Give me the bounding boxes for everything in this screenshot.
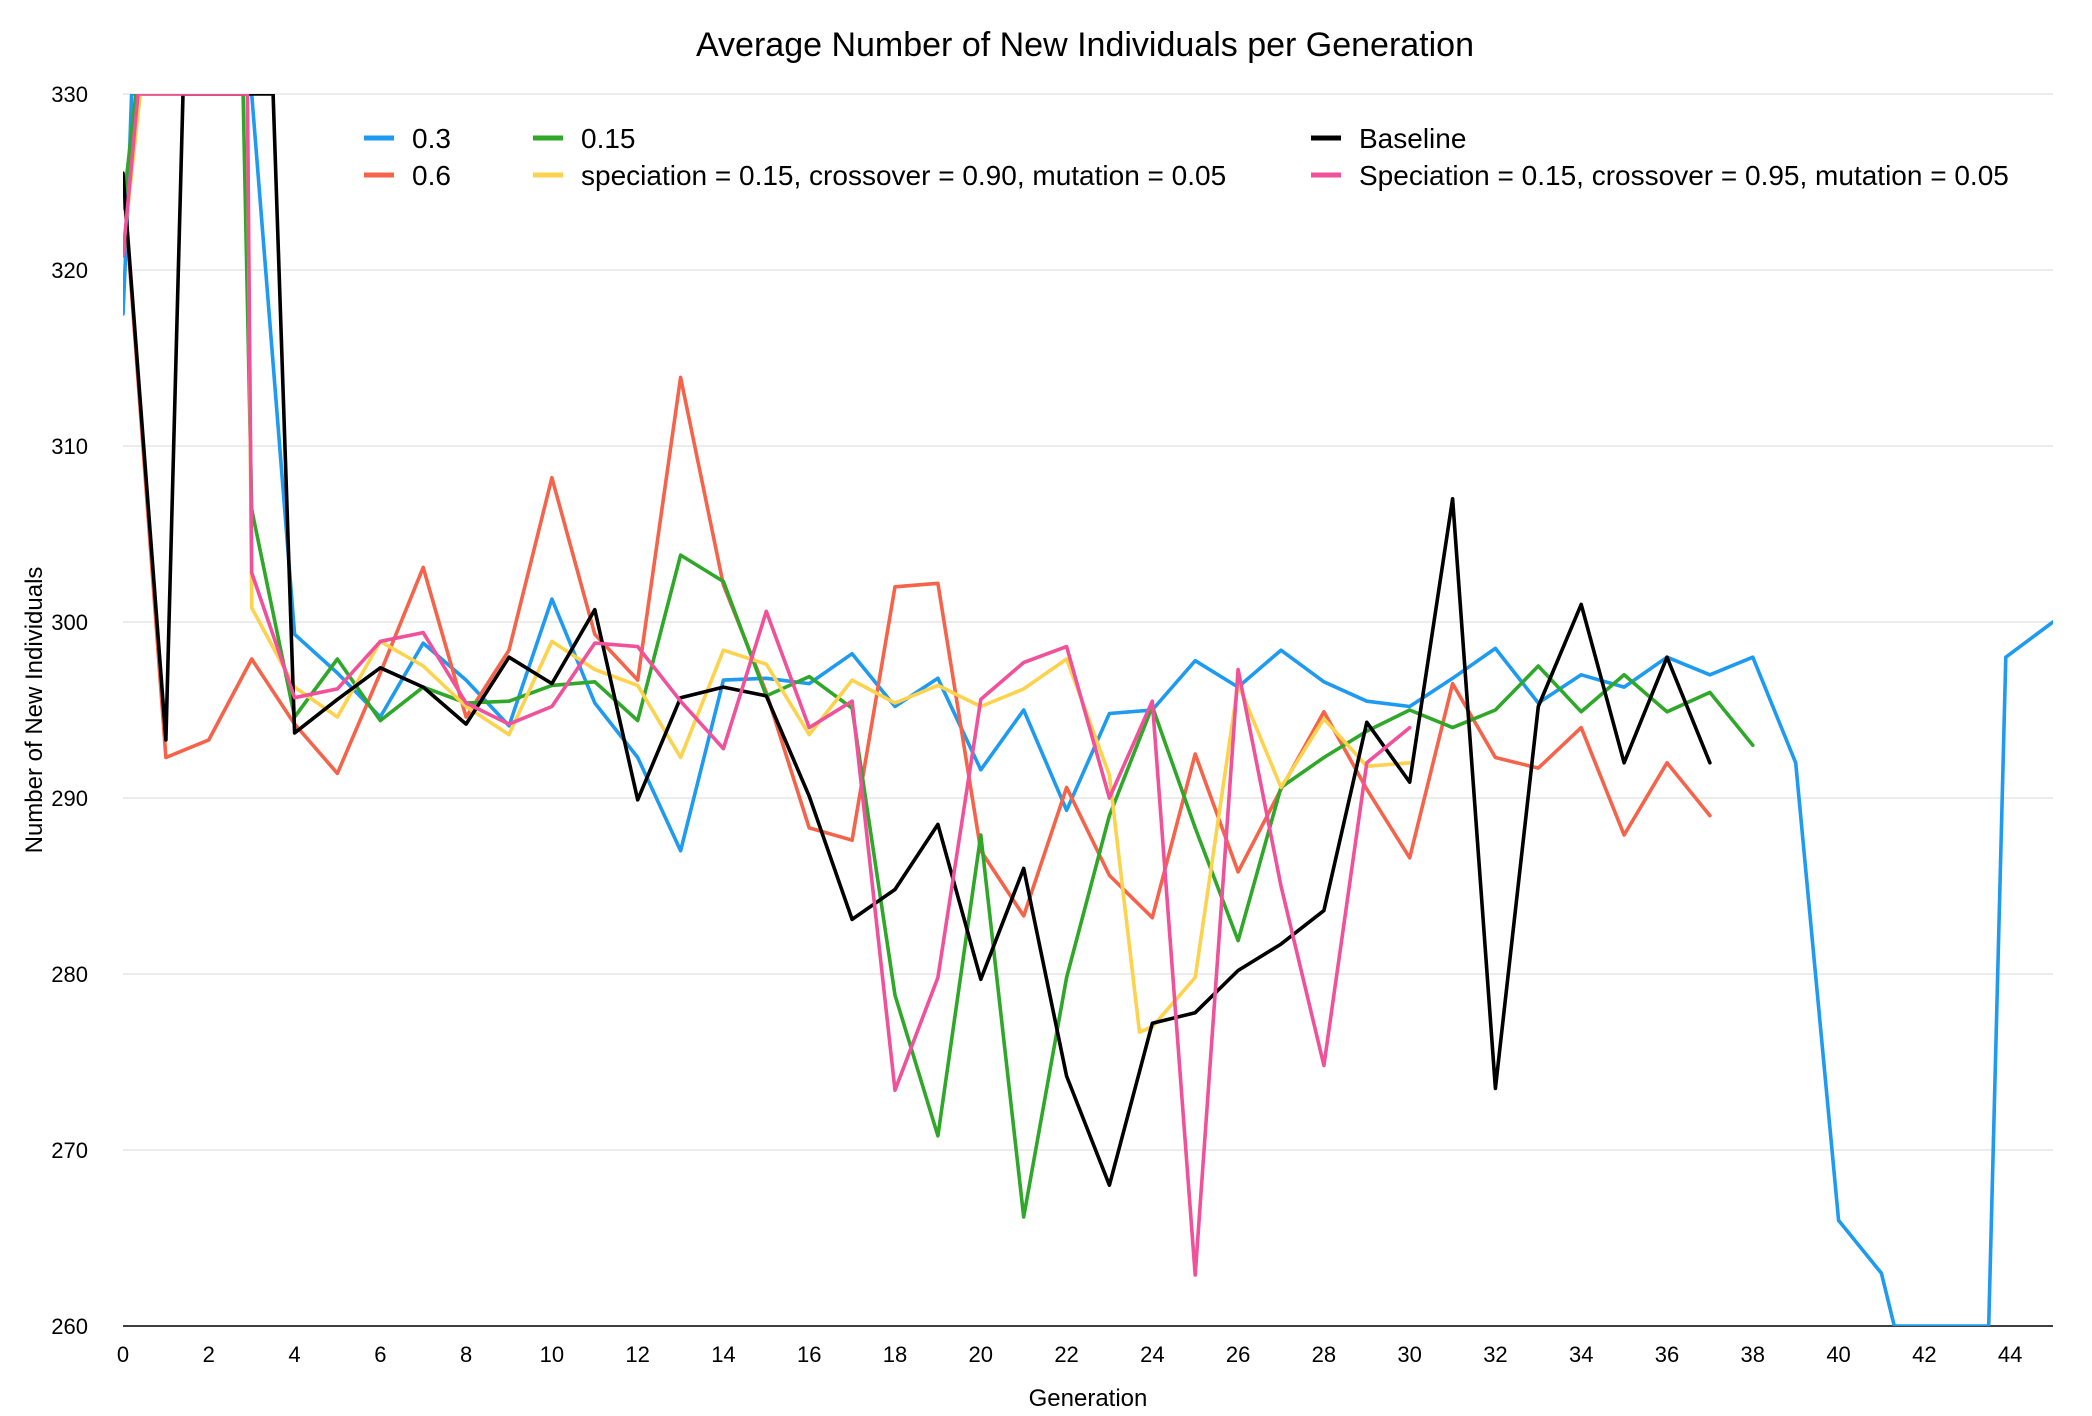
x-tick-label: 14	[711, 1342, 735, 1367]
x-tick-label: 12	[625, 1342, 649, 1367]
legend-label-5: Speciation = 0.15, crossover = 0.95, mut…	[1359, 160, 2009, 191]
series-line-1	[123, 174, 1712, 920]
x-tick-label: 8	[460, 1342, 472, 1367]
y-tick-label: 310	[51, 434, 88, 459]
x-tick-label: 24	[1140, 1342, 1164, 1367]
legend-label-0: 0.3	[412, 123, 451, 154]
x-tick-label: 20	[969, 1342, 993, 1367]
series-line-2	[123, 94, 1755, 1219]
x-tick-label: 22	[1054, 1342, 1078, 1367]
y-axis-ticks: 260 270 280 290 300 310 320 330	[51, 82, 88, 1339]
x-tick-label: 40	[1826, 1342, 1850, 1367]
y-tick-label: 330	[51, 82, 88, 107]
x-tick-label: 16	[797, 1342, 821, 1367]
y-tick-label: 300	[51, 610, 88, 635]
legend-label-1: 0.6	[412, 160, 451, 191]
x-tick-label: 30	[1397, 1342, 1421, 1367]
x-tick-label: 36	[1655, 1342, 1679, 1367]
grid	[123, 93, 2053, 1151]
x-tick-label: 2	[203, 1342, 215, 1367]
legend-label-3: speciation = 0.15, crossover = 0.90, mut…	[581, 160, 1226, 191]
x-tick-label: 32	[1483, 1342, 1507, 1367]
legend-label-4: Baseline	[1359, 123, 1466, 154]
x-tick-label: 6	[374, 1342, 386, 1367]
x-tick-label: 0	[117, 1342, 129, 1367]
series-line-4	[123, 94, 1712, 1187]
legend-label-2: 0.15	[581, 123, 636, 154]
chart-title: Average Number of New Individuals per Ge…	[696, 26, 1474, 64]
x-tick-label: 26	[1226, 1342, 1250, 1367]
y-tick-label: 320	[51, 258, 88, 283]
y-tick-label: 260	[51, 1314, 88, 1339]
x-tick-label: 42	[1912, 1342, 1936, 1367]
x-tick-label: 18	[883, 1342, 907, 1367]
x-tick-label: 44	[1998, 1342, 2022, 1367]
y-axis-label: Number of New Individuals	[21, 567, 48, 854]
series-line-3	[123, 94, 1412, 1034]
x-axis-ticks: 0 2 4 6 8 10 12 14 16 18 20 22 24 26 28 30 32 34 36 38 40 42 4…	[117, 1342, 2022, 1367]
x-tick-label: 38	[1741, 1342, 1765, 1367]
y-tick-label: 290	[51, 786, 88, 811]
y-tick-label: 270	[51, 1138, 88, 1163]
series-line-0	[123, 94, 2053, 1326]
legend: 0.3 0.6 0.15 speciation = 0.15, crossover =…	[364, 123, 2009, 191]
x-tick-label: 28	[1312, 1342, 1336, 1367]
series-lines	[123, 94, 2053, 1326]
x-axis-label: Generation	[1029, 1385, 1148, 1412]
x-tick-label: 10	[540, 1342, 564, 1367]
y-tick-label: 280	[51, 962, 88, 987]
series-line-5	[123, 94, 1412, 1277]
x-tick-label: 34	[1569, 1342, 1593, 1367]
x-tick-label: 4	[288, 1342, 300, 1367]
